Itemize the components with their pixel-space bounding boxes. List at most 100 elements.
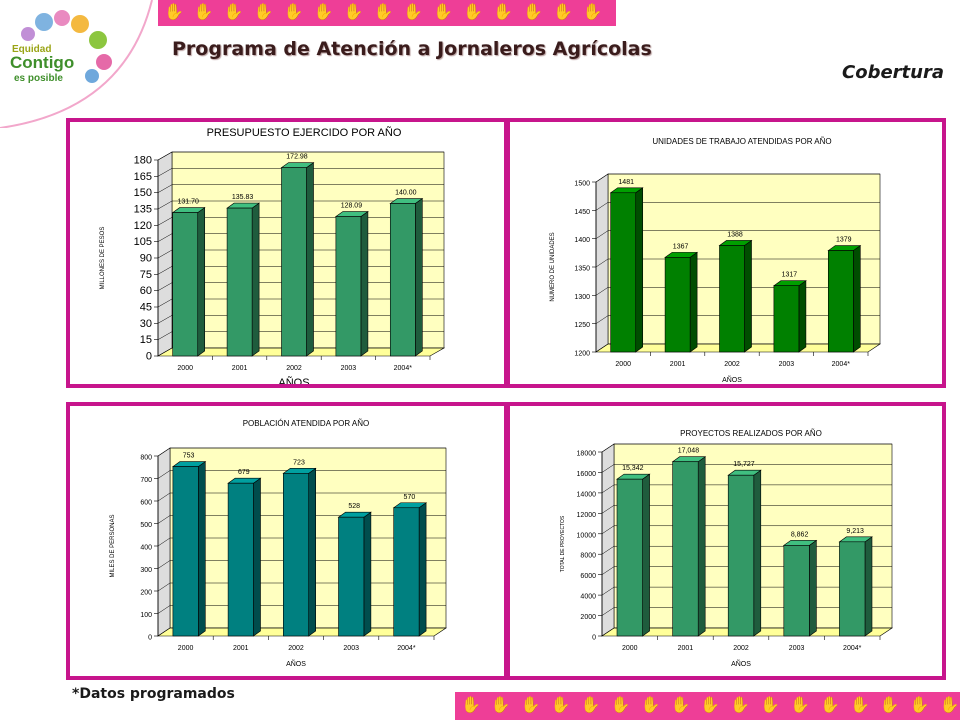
data-label: 528 — [348, 503, 360, 510]
footnote: *Datos programados — [72, 686, 235, 702]
y-tick-label: 180 — [134, 155, 152, 167]
hand-print-icon — [21, 27, 35, 41]
x-axis-label: AÑOS — [278, 376, 309, 384]
y-tick-label: 1250 — [574, 322, 590, 329]
hand-print-icon — [89, 31, 107, 49]
x-tick-label: 2003 — [789, 645, 805, 652]
y-tick-label: 1200 — [574, 351, 590, 358]
bar-side — [853, 244, 861, 353]
hand-print-icon: ✋✋✋✋✋✋✋✋✋✋✋✋✋✋✋✋✋✋✋ — [164, 4, 616, 21]
data-label: 15,342 — [622, 465, 644, 472]
bar-side — [251, 202, 260, 357]
bar — [773, 285, 800, 353]
page-title: Programa de Atención a Jornaleros Agríco… — [172, 38, 652, 60]
bar — [281, 167, 307, 357]
y-tick-label: 0 — [592, 635, 596, 642]
data-label: 172.98 — [286, 154, 308, 161]
bar-side — [809, 539, 817, 637]
y-tick-label: 165 — [134, 171, 152, 183]
bar — [610, 192, 637, 353]
bar — [783, 545, 810, 637]
y-tick-label: 6000 — [580, 573, 596, 580]
bar-side — [753, 469, 762, 637]
y-tick-label: 16000 — [577, 471, 597, 478]
x-tick-label: 2001 — [670, 361, 686, 368]
y-tick-label: 135 — [134, 204, 152, 216]
bar — [727, 474, 755, 637]
bar-side — [642, 473, 650, 637]
data-label: 15,727 — [733, 461, 755, 468]
y-tick-label: 1300 — [574, 294, 590, 301]
logo-text-posible: es posible — [14, 73, 63, 84]
chart-svg: 0 2000 4000 6000 8000 10000 12000 14000 16000 180… — [560, 429, 893, 668]
bar-side — [689, 251, 698, 353]
gridline — [601, 505, 892, 514]
logo: Equidad Contigo es posible — [0, 0, 158, 128]
data-label: 1388 — [727, 231, 743, 238]
bar — [616, 478, 643, 637]
chart-panel-unidades: 1200 1250 1300 1350 1400 1450 1500 1481 2000 1367… — [506, 118, 946, 388]
hand-print-icon: ✋✋✋✋✋✋✋✋✋✋✋✋✋✋✋✋✋✋✋✋✋ — [461, 697, 960, 714]
x-tick-label: 2001 — [678, 645, 694, 652]
y-tick-label: 100 — [140, 612, 152, 619]
y-axis-label: NUMERO DE UNIDADES — [550, 232, 556, 301]
y-tick-label: 0 — [146, 351, 152, 363]
y-tick-label: 45 — [140, 302, 152, 314]
x-tick-label: 2003 — [341, 365, 357, 372]
y-tick-label: 200 — [140, 590, 152, 597]
y-tick-label: 60 — [140, 285, 152, 297]
x-tick-label: 2000 — [178, 645, 194, 652]
bar-side — [798, 280, 807, 353]
data-label: 17,048 — [678, 448, 700, 455]
y-tick-label: 600 — [140, 500, 152, 507]
bar — [227, 482, 254, 637]
bar-side — [197, 207, 206, 357]
hand-print-icon — [71, 15, 89, 33]
y-tick-label: 30 — [140, 318, 152, 330]
y-tick-label: 1500 — [574, 181, 590, 188]
x-tick-label: 2003 — [779, 361, 795, 368]
data-label: 135.83 — [232, 194, 254, 201]
bar-side — [363, 511, 372, 637]
bar-side — [253, 477, 261, 637]
data-label: 1367 — [673, 243, 689, 250]
gridline — [157, 492, 446, 502]
data-label: 128.09 — [341, 203, 363, 210]
x-tick-label: 2001 — [233, 645, 249, 652]
y-tick-label: 4000 — [580, 594, 596, 601]
y-tick-label: 800 — [140, 455, 152, 462]
y-tick-label: 10000 — [577, 532, 597, 539]
x-tick-label: 2002 — [733, 645, 749, 652]
bar — [226, 207, 253, 357]
y-tick-label: 700 — [140, 477, 152, 484]
gridline — [157, 470, 446, 479]
chart-title: PRESUPUESTO EJERCIDO POR AÑO — [207, 126, 402, 139]
data-label: 1379 — [836, 237, 852, 244]
bar — [719, 245, 745, 353]
x-tick-label: 2004* — [843, 645, 862, 652]
chart-title: UNIDADES DE TRABAJO ATENDIDAS POR AÑO — [652, 137, 831, 146]
data-label: 131.70 — [177, 199, 199, 206]
y-tick-label: 18000 — [577, 451, 597, 458]
chart-panel-proyectos: 0 2000 4000 6000 8000 10000 12000 14000 16000 180… — [506, 402, 946, 680]
gridline — [601, 443, 892, 453]
hand-print-icon — [35, 13, 53, 31]
bar — [172, 466, 199, 637]
bar — [672, 461, 699, 637]
data-label: 1481 — [618, 179, 634, 186]
x-tick-label: 2004* — [832, 361, 851, 368]
x-tick-label: 2002 — [286, 365, 302, 372]
gridline — [595, 230, 880, 239]
plot-side-wall — [601, 443, 615, 637]
hand-print-icon — [85, 69, 99, 83]
bar-side — [864, 536, 873, 637]
gridline — [157, 151, 444, 161]
bar-side — [635, 187, 644, 353]
bar-side — [197, 460, 206, 637]
logo-text-contigo: Contigo — [10, 53, 75, 72]
bar-side — [415, 197, 423, 357]
y-tick-label: 500 — [140, 522, 152, 529]
y-tick-label: 90 — [140, 253, 152, 265]
chart-svg: 0 100 200 300 400 500 600 700 800 753 2000 679 2001 7… — [110, 419, 447, 668]
y-tick-label: 105 — [134, 236, 152, 248]
